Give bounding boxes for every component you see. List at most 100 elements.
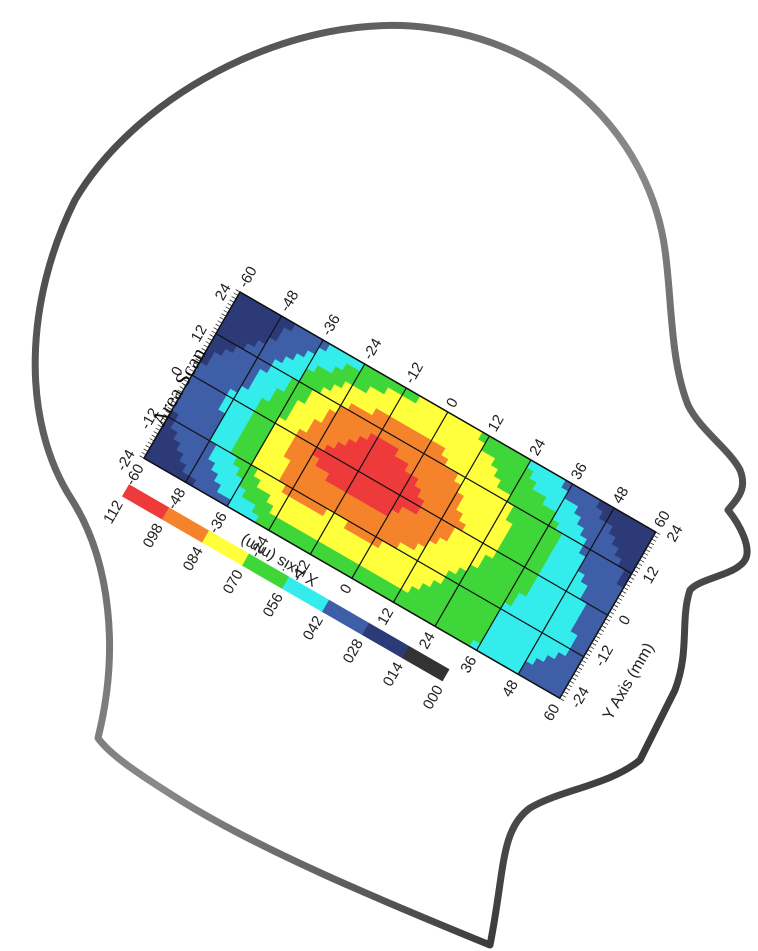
y-tick-label: 24 (663, 522, 686, 545)
minor-tick (155, 427, 161, 431)
minor-tick (185, 375, 191, 379)
minor-tick (217, 320, 223, 324)
minor-tick (169, 403, 175, 407)
minor-tick (635, 566, 641, 570)
minor-tick (225, 306, 231, 310)
legend-swatch (202, 530, 250, 566)
minor-tick (629, 576, 635, 580)
minor-tick (179, 386, 185, 390)
minor-tick (151, 434, 157, 438)
minor-tick (161, 417, 167, 421)
x-tick-label: 48 (499, 677, 522, 700)
grid-line-y (191, 374, 608, 616)
minor-tick (571, 677, 577, 681)
minor-tick (213, 327, 219, 331)
minor-tick (569, 680, 575, 684)
minor-tick (231, 296, 237, 300)
minor-tick (633, 569, 639, 573)
minor-tick (223, 309, 229, 314)
minor-tick (583, 656, 589, 660)
minor-tick (605, 618, 611, 622)
minor-tick (597, 632, 603, 636)
minor-tick (171, 400, 177, 404)
minor-tick (173, 396, 179, 400)
legend-swatch (282, 576, 330, 613)
minor-tick (183, 379, 189, 383)
area-scan-chart: -60-60-48-48-36-36-24-24-12-120012122424… (100, 264, 686, 725)
minor-tick (219, 316, 225, 321)
minor-tick (203, 344, 209, 348)
x-tick-label: 12 (374, 605, 397, 628)
minor-tick (149, 438, 155, 442)
minor-tick (167, 406, 173, 411)
minor-tick (147, 441, 153, 445)
x-tick-label: 36 (568, 460, 591, 483)
minor-tick (199, 351, 205, 355)
minor-tick (655, 531, 661, 535)
minor-tick (193, 361, 199, 366)
x-tick-label: 12 (485, 412, 508, 435)
minor-tick (145, 445, 151, 449)
grid-line-y (167, 416, 584, 658)
minor-tick (627, 580, 633, 584)
minor-tick (189, 368, 195, 373)
minor-tick (187, 372, 193, 376)
plot-area (139, 289, 661, 702)
minor-tick (599, 628, 605, 632)
minor-tick (177, 389, 183, 393)
minor-tick (607, 614, 613, 618)
minor-tick (643, 552, 649, 556)
minor-tick (631, 573, 637, 577)
minor-tick (601, 625, 607, 629)
minor-tick (615, 600, 621, 605)
minor-tick (221, 313, 227, 317)
minor-tick (563, 691, 569, 695)
minor-tick (585, 652, 591, 657)
minor-tick (617, 597, 623, 601)
minor-tick (141, 451, 147, 456)
minor-tick (591, 642, 597, 646)
legend-swatch (362, 622, 410, 659)
minor-tick (649, 542, 655, 546)
x-tick-label: 36 (457, 653, 480, 676)
y-tick-label: 24 (212, 281, 235, 304)
legend-swatch (322, 599, 370, 636)
minor-tick (579, 663, 585, 667)
legend-swatch (162, 507, 210, 543)
x-tick-label: 60 (540, 701, 563, 724)
minor-tick (625, 583, 631, 587)
minor-tick (205, 341, 211, 345)
minor-tick (209, 334, 215, 338)
minor-tick (235, 289, 241, 293)
minor-tick (197, 354, 203, 359)
x-tick-label: 24 (416, 629, 439, 652)
minor-tick (233, 292, 239, 296)
minor-tick (143, 448, 149, 452)
minor-tick (229, 299, 235, 303)
minor-tick (647, 545, 653, 549)
minor-tick (587, 649, 593, 653)
minor-ticks (139, 289, 661, 702)
minor-tick (621, 590, 627, 594)
minor-tick (567, 684, 573, 688)
grid-line-y (215, 333, 632, 575)
minor-tick (211, 330, 217, 334)
x-tick-label: 24 (526, 436, 549, 459)
legend-swatch (122, 484, 170, 520)
minor-tick (165, 410, 171, 414)
minor-tick (603, 621, 609, 625)
minor-tick (639, 559, 645, 563)
minor-tick (565, 687, 571, 691)
minor-tick (623, 587, 629, 591)
minor-tick (153, 431, 159, 435)
minor-tick (611, 607, 617, 612)
minor-tick (589, 645, 595, 650)
minor-tick (575, 670, 581, 674)
x-tick-label: 48 (609, 484, 632, 507)
minor-tick (191, 365, 197, 369)
minor-tick (181, 382, 187, 386)
minor-tick (175, 393, 181, 397)
y-tick-label: 12 (639, 564, 662, 587)
minor-tick (215, 323, 221, 327)
legend-swatch (402, 645, 450, 682)
